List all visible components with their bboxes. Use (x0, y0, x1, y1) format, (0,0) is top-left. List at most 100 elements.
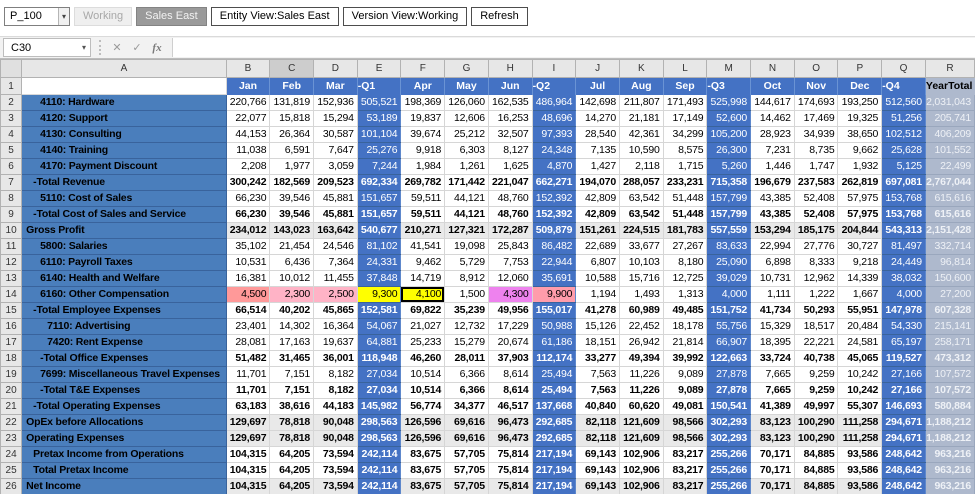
cell-O18[interactable]: 40,738 (794, 350, 839, 367)
cell-M19[interactable]: 27,878 (706, 366, 752, 383)
column-header-P[interactable]: P (837, 59, 883, 78)
cell-N8[interactable]: 43,385 (750, 190, 795, 207)
cell-B14[interactable]: 4,500 (226, 286, 271, 303)
cell-D1[interactable]: Mar (313, 77, 358, 95)
cell-K23[interactable]: 121,609 (619, 430, 664, 447)
cell-H6[interactable]: 1,625 (488, 158, 533, 175)
cell-O21[interactable]: 49,997 (794, 398, 839, 415)
cell-M22[interactable]: 302,293 (706, 414, 752, 431)
cell-F18[interactable]: 46,260 (400, 350, 446, 367)
cell-M8[interactable]: 157,799 (706, 190, 752, 207)
cell-F5[interactable]: 9,918 (400, 142, 446, 159)
cell-O12[interactable]: 8,333 (794, 254, 839, 271)
cell-K21[interactable]: 60,620 (619, 398, 664, 415)
cell-P21[interactable]: 55,307 (837, 398, 883, 415)
cell-N2[interactable]: 144,617 (750, 94, 795, 111)
cell-O4[interactable]: 34,939 (794, 126, 839, 143)
cell-B17[interactable]: 28,081 (226, 334, 271, 351)
cell-F15[interactable]: 69,822 (400, 302, 446, 319)
cell-H7[interactable]: 221,047 (488, 174, 533, 191)
cell-L12[interactable]: 8,180 (663, 254, 708, 271)
row-header-19[interactable]: 19 (0, 366, 23, 383)
formula-input[interactable] (172, 38, 975, 57)
row-header-6[interactable]: 6 (0, 158, 23, 175)
cell-L13[interactable]: 12,725 (663, 270, 708, 287)
cell-F6[interactable]: 1,984 (400, 158, 446, 175)
cell-O1[interactable]: Nov (794, 77, 839, 95)
cell-D7[interactable]: 209,523 (313, 174, 358, 191)
cell-J2[interactable]: 142,698 (575, 94, 620, 111)
cell-Q16[interactable]: 54,330 (881, 318, 926, 335)
cell-H5[interactable]: 8,127 (488, 142, 533, 159)
cell-L17[interactable]: 21,814 (663, 334, 708, 351)
cell-D19[interactable]: 8,182 (313, 366, 358, 383)
cell-I26[interactable]: 217,194 (532, 478, 577, 494)
cell-O5[interactable]: 8,735 (794, 142, 839, 159)
cell-O8[interactable]: 52,408 (794, 190, 839, 207)
cell-A25[interactable]: Total Pretax Income (21, 462, 227, 479)
cell-H8[interactable]: 48,760 (488, 190, 533, 207)
cell-M2[interactable]: 525,998 (706, 94, 752, 111)
cell-C2[interactable]: 131,819 (269, 94, 315, 111)
cell-R8[interactable]: 615,616 (925, 190, 975, 207)
cell-M6[interactable]: 5,260 (706, 158, 752, 175)
cell-P17[interactable]: 24,581 (837, 334, 883, 351)
cell-O20[interactable]: 9,259 (794, 382, 839, 399)
cell-F23[interactable]: 126,596 (400, 430, 446, 447)
cell-Q4[interactable]: 102,512 (881, 126, 926, 143)
cell-B3[interactable]: 22,077 (226, 110, 271, 127)
cell-F13[interactable]: 14,719 (400, 270, 446, 287)
cell-N19[interactable]: 7,665 (750, 366, 795, 383)
cell-G24[interactable]: 57,705 (444, 446, 489, 463)
cell-N11[interactable]: 22,994 (750, 238, 795, 255)
cell-P6[interactable]: 1,932 (837, 158, 883, 175)
cell-D14[interactable]: 2,500 (313, 286, 358, 303)
cell-K1[interactable]: Aug (619, 77, 664, 95)
cell-M23[interactable]: 302,293 (706, 430, 752, 447)
cell-I11[interactable]: 86,482 (532, 238, 577, 255)
cell-C4[interactable]: 26,364 (269, 126, 315, 143)
cell-Q3[interactable]: 51,256 (881, 110, 926, 127)
cell-P19[interactable]: 10,242 (837, 366, 883, 383)
cell-G4[interactable]: 25,212 (444, 126, 489, 143)
cell-N15[interactable]: 41,734 (750, 302, 795, 319)
cell-H25[interactable]: 75,814 (488, 462, 533, 479)
cell-R12[interactable]: 96,814 (925, 254, 975, 271)
cell-O25[interactable]: 84,885 (794, 462, 839, 479)
cell-G10[interactable]: 127,321 (444, 222, 489, 239)
cell-R20[interactable]: 107,572 (925, 382, 975, 399)
cell-H20[interactable]: 8,614 (488, 382, 533, 399)
cell-Q21[interactable]: 146,693 (881, 398, 926, 415)
cell-N1[interactable]: Oct (750, 77, 795, 95)
cell-R7[interactable]: 2,767,044 (925, 174, 975, 191)
cell-K26[interactable]: 102,906 (619, 478, 664, 494)
cell-M18[interactable]: 122,663 (706, 350, 752, 367)
cell-I19[interactable]: 25,494 (532, 366, 577, 383)
cell-Q6[interactable]: 5,125 (881, 158, 926, 175)
cell-H1[interactable]: Jun (488, 77, 533, 95)
cell-A4[interactable]: 4130: Consulting (21, 126, 227, 143)
cell-B2[interactable]: 220,766 (226, 94, 271, 111)
cell-G1[interactable]: May (444, 77, 489, 95)
cell-E23[interactable]: 298,563 (357, 430, 402, 447)
cell-G14[interactable]: 1,500 (444, 286, 489, 303)
name-box[interactable]: C30 ▾ (3, 38, 91, 57)
cell-E25[interactable]: 242,114 (357, 462, 402, 479)
cell-E2[interactable]: 505,521 (357, 94, 402, 111)
cell-H9[interactable]: 48,760 (488, 206, 533, 223)
insert-function-icon[interactable]: fx (152, 41, 162, 54)
cell-C23[interactable]: 78,818 (269, 430, 315, 447)
row-header-8[interactable]: 8 (0, 190, 23, 207)
cell-H21[interactable]: 46,517 (488, 398, 533, 415)
cell-F12[interactable]: 9,462 (400, 254, 446, 271)
cell-J15[interactable]: 41,278 (575, 302, 620, 319)
cell-E3[interactable]: 53,189 (357, 110, 402, 127)
cell-E1[interactable]: -Q1 (357, 77, 402, 95)
row-header-17[interactable]: 17 (0, 334, 23, 351)
column-header-M[interactable]: M (706, 59, 752, 78)
cell-A13[interactable]: 6140: Health and Welfare (21, 270, 227, 287)
cell-I6[interactable]: 4,870 (532, 158, 577, 175)
cell-Q22[interactable]: 294,671 (881, 414, 926, 431)
cell-L4[interactable]: 34,299 (663, 126, 708, 143)
cell-D25[interactable]: 73,594 (313, 462, 358, 479)
